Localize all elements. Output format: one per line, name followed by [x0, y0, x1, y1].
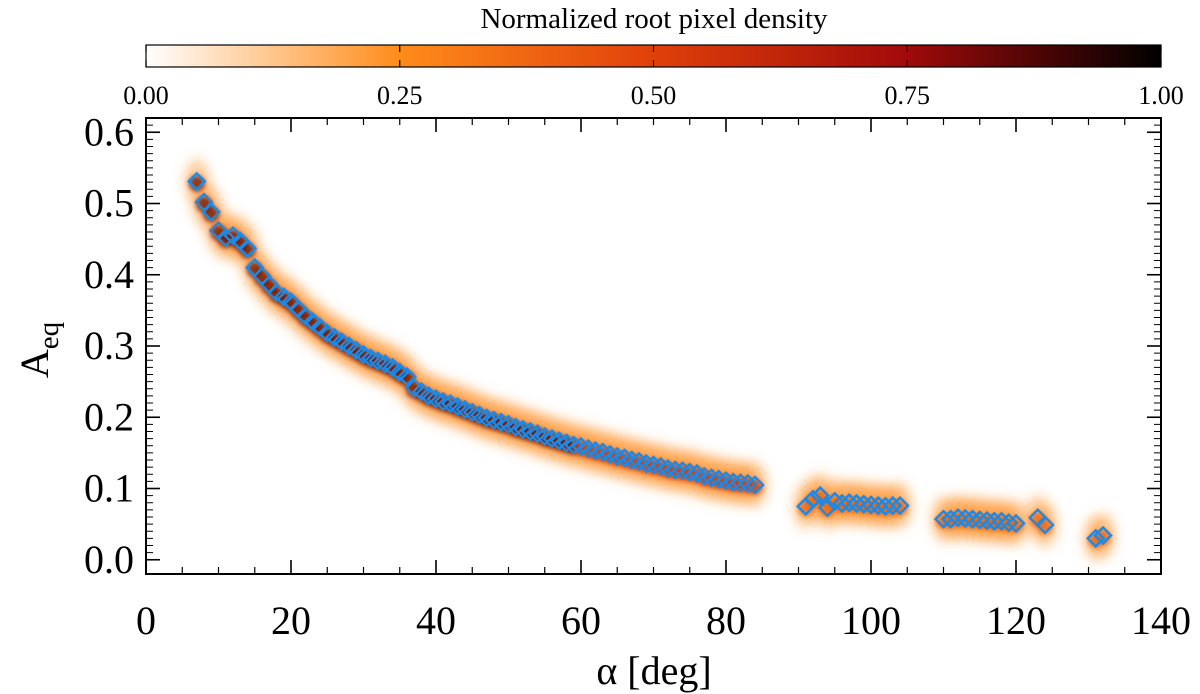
colorbar-tick-label: 0.00	[123, 81, 169, 110]
data-point-diamond	[607, 446, 627, 467]
data-point-diamond	[839, 493, 859, 513]
data-point-diamond	[883, 495, 903, 516]
colorbar-label: Normalized root pixel density	[480, 3, 828, 35]
data-point-diamond	[216, 228, 236, 248]
data-point-diamond	[875, 496, 896, 517]
x-tick-label: 140	[1131, 598, 1191, 643]
y-tick-label: 0.3	[84, 323, 134, 368]
data-point-diamond	[723, 472, 743, 492]
colorbar-tick-label: 0.75	[885, 81, 931, 110]
density-cell	[747, 478, 763, 495]
data-point-diamond	[854, 494, 874, 514]
data-point-diamond	[890, 495, 910, 516]
y-axis-label-sub: eq	[33, 322, 65, 349]
data-point-diamond	[745, 475, 765, 495]
data-point-diamond	[397, 366, 417, 387]
scatter-markers	[187, 171, 1113, 549]
x-axis-label: α [deg]	[596, 648, 711, 693]
x-tick-label: 100	[841, 598, 901, 643]
data-point-diamond	[680, 462, 700, 482]
density-cell	[1008, 517, 1024, 534]
y-tick-label: 0.4	[84, 252, 134, 297]
data-point-diamond	[810, 485, 830, 506]
density-core	[188, 175, 1111, 549]
data-point-diamond	[665, 460, 685, 480]
data-point-diamond	[977, 510, 997, 531]
data-point-diamond	[832, 493, 852, 514]
data-point-diamond	[709, 469, 729, 489]
colorbar-ticks: 0.00 0.25 0.50 0.75 1.00	[123, 45, 1184, 110]
x-tick-label: 40	[416, 598, 456, 643]
data-point-diamond	[730, 473, 751, 493]
data-point-diamond	[962, 509, 983, 529]
svg-text:Aeq: Aeq	[12, 322, 65, 378]
data-point-diamond	[701, 468, 722, 488]
y-axis-label-main: A	[12, 349, 57, 378]
data-point-diamond	[948, 508, 968, 528]
data-point-diamond	[564, 435, 584, 455]
data-point-diamond	[868, 495, 888, 516]
data-point-diamond	[991, 511, 1012, 531]
data-point-diamond	[999, 513, 1019, 533]
y-axis-label: Aeq	[12, 322, 65, 378]
data-point-diamond	[817, 498, 838, 518]
colorbar-tick-label: 1.00	[1138, 81, 1184, 110]
data-point-diamond	[636, 453, 656, 474]
x-tick-label: 60	[561, 598, 601, 643]
data-point-diamond	[187, 171, 207, 192]
data-point-diamond	[1086, 528, 1106, 549]
y-tick-label: 0.6	[84, 109, 134, 154]
data-point-diamond	[716, 470, 736, 491]
density-cell	[203, 206, 220, 223]
x-tick-label: 20	[271, 598, 311, 643]
data-point-diamond	[643, 455, 664, 475]
x-tick-label: 80	[706, 598, 746, 643]
data-point-diamond	[941, 509, 961, 529]
data-point-diamond	[846, 493, 867, 514]
data-point-diamond	[658, 458, 678, 479]
data-point-diamond	[861, 495, 881, 515]
axis-ticks: 0 20 40 60 80 100 120 140 0.0 0.1 0.2 0.3 0.4 0.5 0.6	[84, 109, 1191, 643]
data-point-diamond	[694, 466, 714, 487]
data-point-diamond	[970, 510, 990, 530]
x-tick-label: 120	[986, 598, 1046, 643]
data-point-diamond	[622, 450, 642, 470]
data-point-diamond	[738, 473, 758, 494]
y-tick-label: 0.5	[84, 181, 134, 226]
data-point-diamond	[237, 238, 258, 259]
data-point-diamond	[201, 202, 221, 222]
data-point-diamond	[933, 509, 954, 529]
y-tick-label: 0.1	[84, 466, 134, 511]
density-heatmap	[184, 159, 1115, 561]
data-point-diamond	[1035, 515, 1055, 535]
x-tick-label: 0	[136, 598, 156, 643]
colorbar-tick-label: 0.25	[377, 81, 423, 110]
data-point-diamond	[672, 460, 693, 481]
data-point-diamond	[1006, 513, 1026, 534]
data-point-diamond	[585, 441, 606, 461]
y-tick-label: 0.0	[84, 537, 134, 582]
density-halo	[184, 159, 1115, 561]
data-point-diamond	[955, 508, 975, 529]
density-cell	[188, 175, 205, 192]
data-point-diamond	[803, 489, 823, 509]
colorbar-tick-label: 0.50	[631, 81, 677, 110]
data-point-diamond	[984, 511, 1004, 531]
y-tick-label: 0.2	[84, 394, 134, 439]
data-point-diamond	[1093, 525, 1113, 546]
